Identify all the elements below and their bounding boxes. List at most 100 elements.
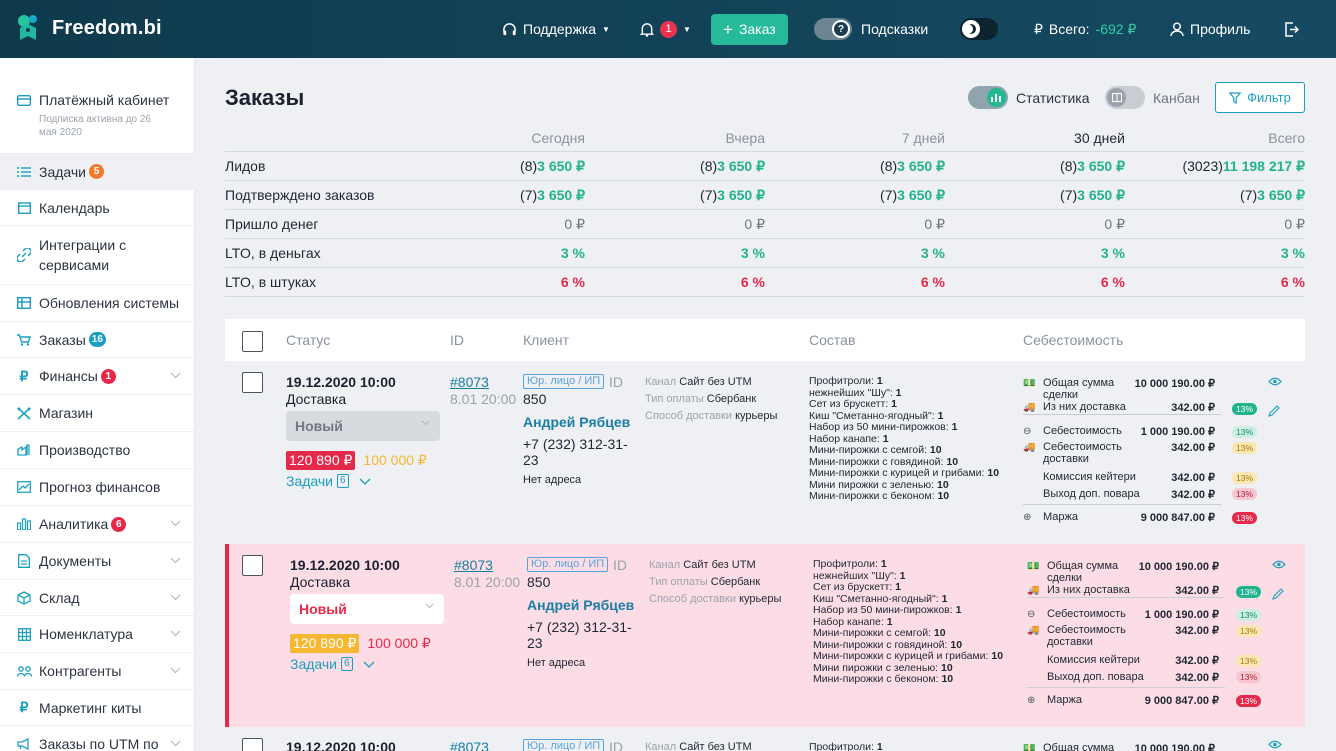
sidebar-item-badge: 5 xyxy=(89,164,105,179)
sidebar-item-updates[interactable]: Обновления системы xyxy=(0,285,195,322)
chevron-down-icon xyxy=(170,667,181,674)
profile-menu[interactable]: Профиль xyxy=(1170,0,1250,58)
notifications-menu[interactable]: 1 ▼ xyxy=(640,0,691,58)
order-status-select[interactable]: Новый xyxy=(290,594,444,624)
order-row[interactable]: 19.12.2020 10:00 Доставка Новый 120 890 … xyxy=(225,544,1305,727)
sidebar-item-calendar[interactable]: Календарь xyxy=(0,190,195,226)
balance-total[interactable]: ₽ Всего: -692 ₽ xyxy=(1034,0,1136,58)
stats-value: 6 % xyxy=(1280,274,1305,290)
order-tasks-toggle[interactable]: Задачи 6 xyxy=(286,473,371,489)
stats-count: (7) xyxy=(1060,187,1078,203)
order-composition: Профитроли: 1 нежнейших "Шу": 1 Сет из бру… xyxy=(813,558,1003,686)
order-id-link[interactable]: #8073 xyxy=(450,374,489,390)
sidebar-item-nomenclature[interactable]: Номенклатура xyxy=(0,616,195,653)
cost-value: 342.00 ₽ xyxy=(1175,672,1219,684)
composition-item: Мини-пирожки с курицей и грибами: 10 xyxy=(809,467,1000,479)
client-type-tag: Юр. лицо / ИП xyxy=(523,374,605,389)
client-name-link[interactable]: Андрей Рябцев xyxy=(523,414,631,430)
client-name-link[interactable]: Андрей Рябцев xyxy=(527,597,635,613)
view-order-button[interactable] xyxy=(1272,560,1286,569)
composition-item: Набор канапе: 1 xyxy=(809,432,889,445)
composition-item: Набор из 50 мини-пирожков: 1 xyxy=(809,421,958,433)
cost-label: Себестоимость xyxy=(1043,425,1122,437)
sidebar-item-orders[interactable]: Заказы 16 xyxy=(0,322,195,358)
sidebar-item-warehouse[interactable]: Склад xyxy=(0,580,195,616)
edit-order-button[interactable] xyxy=(1272,588,1284,600)
hints-toggle[interactable]: ? Подсказки xyxy=(814,0,928,58)
order-id-link[interactable]: #8073 xyxy=(450,739,489,751)
logo[interactable]: Freedom.bi xyxy=(14,12,162,44)
cost-value: 342.00 ₽ xyxy=(1171,402,1215,414)
headset-icon xyxy=(503,22,516,35)
page-title: Заказы xyxy=(225,85,305,110)
sidebar-item-payment[interactable]: Платёжный кабинет Подписка активна до 26… xyxy=(0,80,195,154)
sidebar-item-forecast[interactable]: Прогноз финансов xyxy=(0,469,195,506)
stats-count: (7) xyxy=(1240,187,1258,203)
sidebar-item-label: Календарь xyxy=(39,199,110,216)
stats-column-header: Вчера xyxy=(725,129,765,146)
client-phone: +7 (232) 312-31-23 xyxy=(527,619,632,651)
order-tasks-toggle[interactable]: Задачи 6 xyxy=(290,656,375,672)
view-order-button[interactable] xyxy=(1268,740,1282,749)
sidebar-item-analytics[interactable]: Аналитика 6 xyxy=(0,506,195,543)
order-datetime: 19.12.2020 10:00 xyxy=(290,557,400,573)
sidebar-item-label: Производство xyxy=(39,442,131,458)
order-status-select[interactable]: Новый xyxy=(286,411,440,441)
sidebar-item-label: Платёжный кабинет xyxy=(39,92,170,108)
stats-cell: 0 ₽ xyxy=(1104,210,1125,238)
tasks-icon xyxy=(14,164,34,180)
factory-icon xyxy=(14,442,34,458)
cost-label: Себестоимость xyxy=(1047,608,1126,620)
order-datetime: 19.12.2020 10:00 xyxy=(286,374,396,390)
dark-mode-switch[interactable] xyxy=(960,18,998,40)
edit-order-button[interactable] xyxy=(1268,405,1280,417)
kanban-switch[interactable]: Канбан xyxy=(1105,86,1200,109)
sidebar-item-documents[interactable]: Документы xyxy=(0,543,195,580)
stats-toggle[interactable] xyxy=(968,86,1008,109)
order-checkbox[interactable] xyxy=(242,738,263,751)
sidebar-item-utm-orders[interactable]: Заказы по UTM по xyxy=(0,726,195,751)
eye-icon xyxy=(1268,740,1282,749)
sidebar-item-badge: 16 xyxy=(88,332,106,347)
order-checkbox[interactable] xyxy=(242,555,263,576)
cost-value: 342.00 ₽ xyxy=(1171,442,1215,454)
hints-switch[interactable]: ? xyxy=(814,18,852,40)
kanban-toggle[interactable] xyxy=(1105,86,1145,109)
sidebar-item-integrations[interactable]: Интеграции с сервисами xyxy=(0,226,195,285)
chevron-down-icon xyxy=(170,740,181,747)
hints-label: Подсказки xyxy=(861,21,929,37)
sidebar-item-marketing[interactable]: ₽ Маркетинг киты xyxy=(0,690,195,726)
composition-item: Мини-пирожки с семгой: 10 xyxy=(813,627,946,639)
logout-button[interactable] xyxy=(1284,0,1299,58)
sidebar-item-shop[interactable]: Магазин xyxy=(0,395,195,432)
order-row[interactable]: 19.12.2020 10:00 #8073 Юр. лицо / ИП ID … xyxy=(225,727,1305,751)
order-channel: Канал Сайт без UTM xyxy=(645,376,752,388)
stats-cell: 0 ₽ xyxy=(924,210,945,238)
sidebar-item-production[interactable]: Производство xyxy=(0,432,195,469)
composition-item: Профитроли: 1 xyxy=(809,741,883,751)
order-id-link[interactable]: #8073 xyxy=(454,557,493,573)
stats-row: LTO, в штуках 6 % 6 % 6 % 6 % 6 % xyxy=(225,268,1305,297)
filter-button[interactable]: Фильтр xyxy=(1215,82,1305,113)
stats-switch[interactable]: Статистика xyxy=(968,86,1090,109)
view-order-button[interactable] xyxy=(1268,377,1282,386)
top-bar: Freedom.bi Поддержка ▼ 1 ▼ + Заказ ? Под… xyxy=(0,0,1336,58)
sidebar-item-tasks[interactable]: Задачи 5 xyxy=(0,154,195,190)
orders-table: Статус ID Клиент Состав Себестоимость 19… xyxy=(225,319,1305,751)
sidebar-item-finance[interactable]: ₽ Финансы 1 xyxy=(0,358,195,395)
order-checkbox[interactable] xyxy=(242,372,263,393)
megaphone-icon xyxy=(14,736,34,751)
stats-value: 0 ₽ xyxy=(744,215,765,232)
stats-row-label: Подтверждено заказов xyxy=(225,187,375,203)
sidebar-item-badge: 1 xyxy=(100,368,116,384)
order-row[interactable]: 19.12.2020 10:00 Доставка Новый 120 890 … xyxy=(225,361,1305,544)
client-id-label: ID xyxy=(609,374,623,390)
box-icon xyxy=(14,590,34,606)
order-delivery-method: Способ доставки курьеры xyxy=(645,410,778,422)
add-order-button[interactable]: + Заказ xyxy=(711,13,788,45)
select-all-checkbox[interactable] xyxy=(242,331,263,352)
stats-count: (7) xyxy=(700,187,718,203)
stats-value: 3 % xyxy=(920,245,945,261)
support-menu[interactable]: Поддержка ▼ xyxy=(502,0,610,58)
sidebar-item-contractors[interactable]: Контрагенты xyxy=(0,653,195,690)
